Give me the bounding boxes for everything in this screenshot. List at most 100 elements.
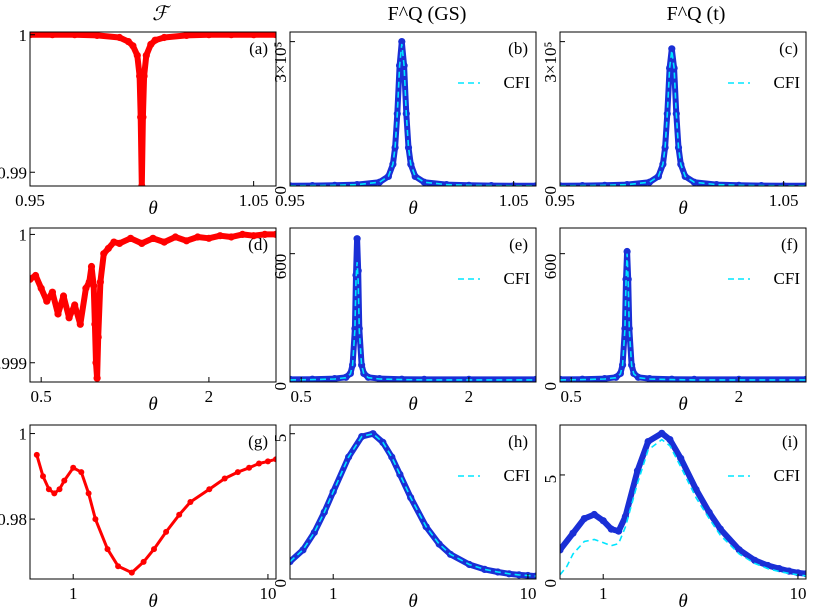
series-qfi-i-line [560, 430, 806, 577]
series-qfi-i-point [677, 454, 685, 462]
series-fidelity-a-point [115, 33, 124, 42]
x-tick-label: 1 [599, 584, 608, 603]
series-fidelity-d-point [216, 232, 224, 240]
x-axis-label: θ [148, 394, 157, 415]
series-fidelity-a-point [151, 36, 159, 44]
legend-cfi-label: CFI [504, 269, 531, 288]
series-qfi-c-point [712, 181, 721, 186]
series-qfi-i-point [705, 508, 713, 516]
panel-d: 0.5 2 1 0.999 θ (d) [0, 225, 277, 415]
x-tick-label: 1.05 [769, 191, 799, 210]
series-fidelity-a-point [138, 182, 146, 186]
series-qfi-i-point [644, 438, 652, 446]
x-tick-label: 0.95 [275, 191, 305, 210]
series-fidelity-a-point [139, 113, 147, 121]
plot-area-f [560, 247, 806, 382]
series-fidelity-g-point [70, 464, 77, 471]
x-axis-label: θ [148, 591, 157, 612]
series-fidelity-d-point [94, 333, 102, 341]
series-fidelity-g-point [246, 464, 253, 471]
x-tick-label: 2 [465, 387, 474, 406]
x-tick-label: 10 [789, 584, 806, 603]
series-fidelity-g-point [45, 486, 52, 493]
series-qfi-i-point [615, 527, 623, 535]
y-tick-label: 0.99 [0, 163, 27, 182]
series-fidelity-a-point [124, 38, 132, 46]
series-fidelity-d-point [160, 238, 168, 246]
legend-cfi-label: CFI [774, 466, 801, 485]
axes-frame-h [289, 424, 537, 580]
plot-area-e [290, 235, 536, 382]
series-qfi-h-point [369, 430, 377, 438]
series-qfi-f-point [634, 373, 642, 381]
series-fidelity-a-point [129, 42, 137, 50]
x-axis-label: θ [678, 198, 687, 219]
series-qfi-e-point [353, 235, 361, 243]
series-qfi-h-point [388, 453, 396, 461]
series-fidelity-g-point [85, 490, 92, 497]
plot-area-c [560, 45, 806, 186]
series-qfi-i-point [658, 429, 666, 437]
column-title-qfi-t: F^Q (t) [667, 3, 726, 25]
series-fidelity-d-point [48, 288, 57, 296]
legend-cfi-label: CFI [774, 269, 801, 288]
series-qfi-h-line [290, 430, 536, 579]
y-tick-label: 1 [19, 225, 28, 244]
legend-cfi-label: CFI [504, 466, 531, 485]
series-fidelity-d-point [205, 234, 213, 242]
series-fidelity-d-point [37, 284, 45, 292]
series-fidelity-g-point [61, 477, 68, 484]
series-fidelity-g-point [51, 490, 58, 497]
panel-b: 0.95 1.05 0 3×10⁵ θ (b) CFI [271, 31, 537, 219]
y-tick-label: 0 [271, 579, 290, 588]
axes-frame-a [29, 31, 277, 187]
series-qfi-b-point [398, 38, 406, 46]
series-cfi-i-line [560, 438, 806, 577]
y-tick-label: 5 [271, 434, 290, 443]
column-title-qfi-gs: F^Q (GS) [388, 3, 467, 25]
series-cfi-h-line [290, 432, 536, 577]
axes-frame-d [29, 227, 277, 383]
series-fidelity-a-point [71, 32, 79, 39]
panel-g: 1 10 1 0.98 θ (g) [0, 424, 277, 612]
series-qfi-i-point [751, 556, 759, 564]
axes-frame-b [289, 31, 537, 187]
axes-frame-i [559, 424, 807, 580]
y-tick-label: 600 [271, 254, 290, 280]
column-title-fidelity: ℱ [152, 3, 171, 25]
panel-label: (g) [248, 432, 268, 451]
series-fidelity-g-point [234, 469, 241, 476]
series-cfi-b-line [290, 43, 536, 186]
series-fidelity-d-point [261, 230, 269, 238]
series-qfi-e-point [420, 375, 428, 382]
series-fidelity-g-point [176, 511, 183, 518]
panel-label: (i) [782, 432, 798, 451]
series-fidelity-d-point [182, 237, 191, 245]
series-fidelity-d-point [43, 297, 51, 305]
y-tick-label: 0 [541, 579, 560, 588]
series-qfi-e-point [358, 361, 366, 369]
axes-frame-c [559, 31, 807, 187]
y-tick-label: 1 [19, 26, 28, 45]
series-qfi-h-point [532, 572, 536, 579]
series-fidelity-a-point [140, 72, 148, 80]
series-fidelity-a-point [160, 33, 168, 42]
series-fidelity-g-point [33, 451, 40, 458]
series-qfi-i-point [580, 515, 588, 523]
series-fidelity-g-point [140, 558, 147, 565]
panel-e: 0.5 2 0 600 θ (e) CFI [271, 227, 537, 415]
series-fidelity-g-point [187, 499, 194, 505]
series-fidelity-d-point [71, 301, 79, 309]
y-tick-label: 0 [271, 186, 290, 195]
series-qfi-i-point [560, 546, 564, 554]
series-fidelity-a-point [48, 32, 56, 39]
plot-area-d [30, 230, 276, 382]
series-fidelity-a-line [30, 32, 276, 186]
series-fidelity-d-point [91, 320, 99, 328]
y-tick-label: 0 [541, 382, 560, 391]
legend-cfi-label: CFI [504, 73, 531, 92]
panel-label: (d) [248, 235, 268, 254]
panel-label: (b) [508, 39, 528, 58]
series-qfi-b-point [411, 172, 419, 180]
series-fidelity-d-point [76, 320, 84, 328]
